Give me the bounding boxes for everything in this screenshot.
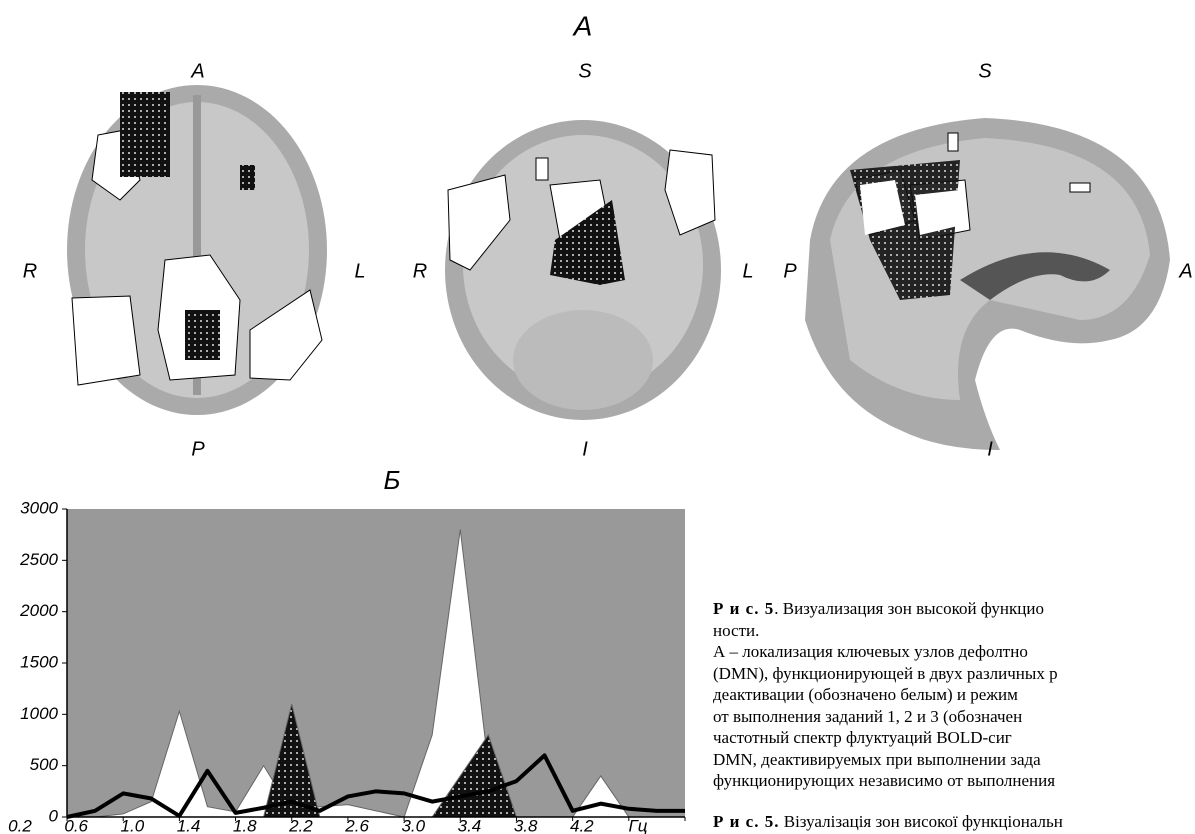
orientation-label: R xyxy=(23,260,37,282)
x-tick-label: 3.4 xyxy=(458,816,482,834)
x-tick-label: 3.0 xyxy=(401,816,425,834)
orientation-label: A xyxy=(1178,260,1192,282)
caption-label: Р и с. 5 xyxy=(713,599,774,618)
caption-text: Візуалізація зон високої функціональн xyxy=(779,812,1062,831)
orientation-label: L xyxy=(742,260,753,282)
orientation-label: I xyxy=(582,438,588,460)
caption-line: DMN, деактивируемых при выполнении зада xyxy=(713,749,1195,771)
caption-line: деактивации (обозначено белым) и режим xyxy=(713,684,1195,706)
y-tick-label: 500 xyxy=(30,755,59,774)
y-tick-label: 1500 xyxy=(20,652,58,671)
orientation-label: P xyxy=(191,438,205,460)
x-tick-label: 0.2 xyxy=(8,816,32,834)
x-tick-label: 1.8 xyxy=(233,816,257,834)
orientation-label: S xyxy=(578,60,592,82)
orientation-label: A xyxy=(190,60,204,82)
caption-text: . Визуализация зон высокой функцио xyxy=(774,599,1044,618)
y-tick-label: 2000 xyxy=(19,601,58,620)
x-tick-label: 2.6 xyxy=(344,816,369,834)
orientation-label: L xyxy=(354,260,365,282)
orientation-label: P xyxy=(783,260,797,282)
caption-line: ности. xyxy=(713,620,1195,642)
x-tick-label: 4.2 xyxy=(570,816,594,834)
caption-line: А – локализация ключевых узлов дефолтно xyxy=(713,641,1195,663)
plot-area xyxy=(67,509,685,817)
caption-line: Р и с. 5. Візуалізація зон високої функц… xyxy=(713,811,1195,833)
brain-sagittal xyxy=(805,118,1170,450)
caption-line: от выполнения заданий 1, 2 и 3 (обозначе… xyxy=(713,706,1195,728)
x-tick-label: 1.4 xyxy=(177,816,201,834)
caption-line: Р и с. 5. Визуализация зон высокой функц… xyxy=(713,598,1195,620)
brain-coronal xyxy=(445,120,721,420)
caption: Р и с. 5. Визуализация зон высокой функц… xyxy=(713,598,1195,832)
brain-axial xyxy=(67,85,327,415)
figure-title: А xyxy=(572,10,593,41)
orientation-label: R xyxy=(413,260,427,282)
x-tick-label: 3.8 xyxy=(514,816,538,834)
y-tick-label: 0 xyxy=(49,806,59,825)
page: А A R L P S R L I S P A I Б 0 500 1000 1500 2000 2500 300… xyxy=(0,0,1195,834)
caption-line: частотный спектр флуктуаций BOLD-сиг xyxy=(713,727,1195,749)
x-tick-label: 1.0 xyxy=(121,816,145,834)
x-tick-label: Гц xyxy=(629,816,648,834)
chart-title: Б xyxy=(384,465,401,495)
x-tick-label: 2.2 xyxy=(288,816,313,834)
y-tick-label: 1000 xyxy=(20,704,58,723)
y-tick-label: 3000 xyxy=(20,498,58,517)
caption-line: (DMN), функционирующей в двух различных … xyxy=(713,663,1195,685)
caption-line: функционирующих независимо от выполнения xyxy=(713,770,1195,792)
y-tick-label: 2500 xyxy=(19,550,58,569)
x-tick-label: 0.6 xyxy=(64,816,88,834)
orientation-label: I xyxy=(987,438,993,460)
orientation-label: S xyxy=(978,60,992,82)
caption-label: Р и с. 5. xyxy=(713,812,779,831)
